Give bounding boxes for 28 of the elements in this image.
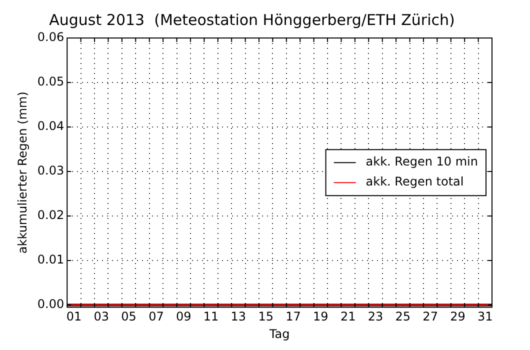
legend-label: akk. Regen total [366, 174, 464, 189]
legend-label: akk. Regen 10 min [366, 154, 478, 169]
y-tick-label: 0.04 [37, 119, 64, 134]
y-tick-label: 0.05 [37, 74, 64, 89]
x-tick-label: 23 [368, 310, 384, 324]
y-tick-label: 0.00 [37, 297, 64, 312]
x-tick-label: 25 [395, 310, 411, 324]
x-tick-label: 07 [148, 310, 164, 324]
x-tick-label: 03 [94, 310, 110, 324]
y-tick-label: 0.06 [37, 30, 64, 44]
x-axis-title: Tag [268, 326, 290, 341]
x-tick-label: 21 [340, 310, 356, 324]
x-tick-label: 15 [258, 310, 274, 324]
x-tick-label: 01 [66, 310, 82, 324]
y-tick-label: 0.01 [37, 252, 64, 267]
x-tick-label: 19 [313, 310, 328, 324]
x-tick-label: 29 [450, 310, 466, 324]
x-tick-label: 11 [203, 310, 219, 324]
x-tick-label: 13 [230, 310, 246, 324]
y-axis-title: akkumulierter Regen (mm) [15, 92, 30, 254]
x-tick-label: 31 [478, 310, 493, 324]
x-tick-label: 09 [176, 310, 192, 324]
x-tick-label: 17 [286, 310, 301, 324]
x-tick-label: 05 [121, 310, 136, 324]
y-tick-label: 0.02 [37, 208, 64, 222]
chart-title: August 2013 (Meteostation Hönggerberg/ETH Zürich) [49, 10, 455, 29]
x-tick-label: 27 [422, 310, 438, 324]
y-tick-label: 0.03 [37, 164, 64, 178]
